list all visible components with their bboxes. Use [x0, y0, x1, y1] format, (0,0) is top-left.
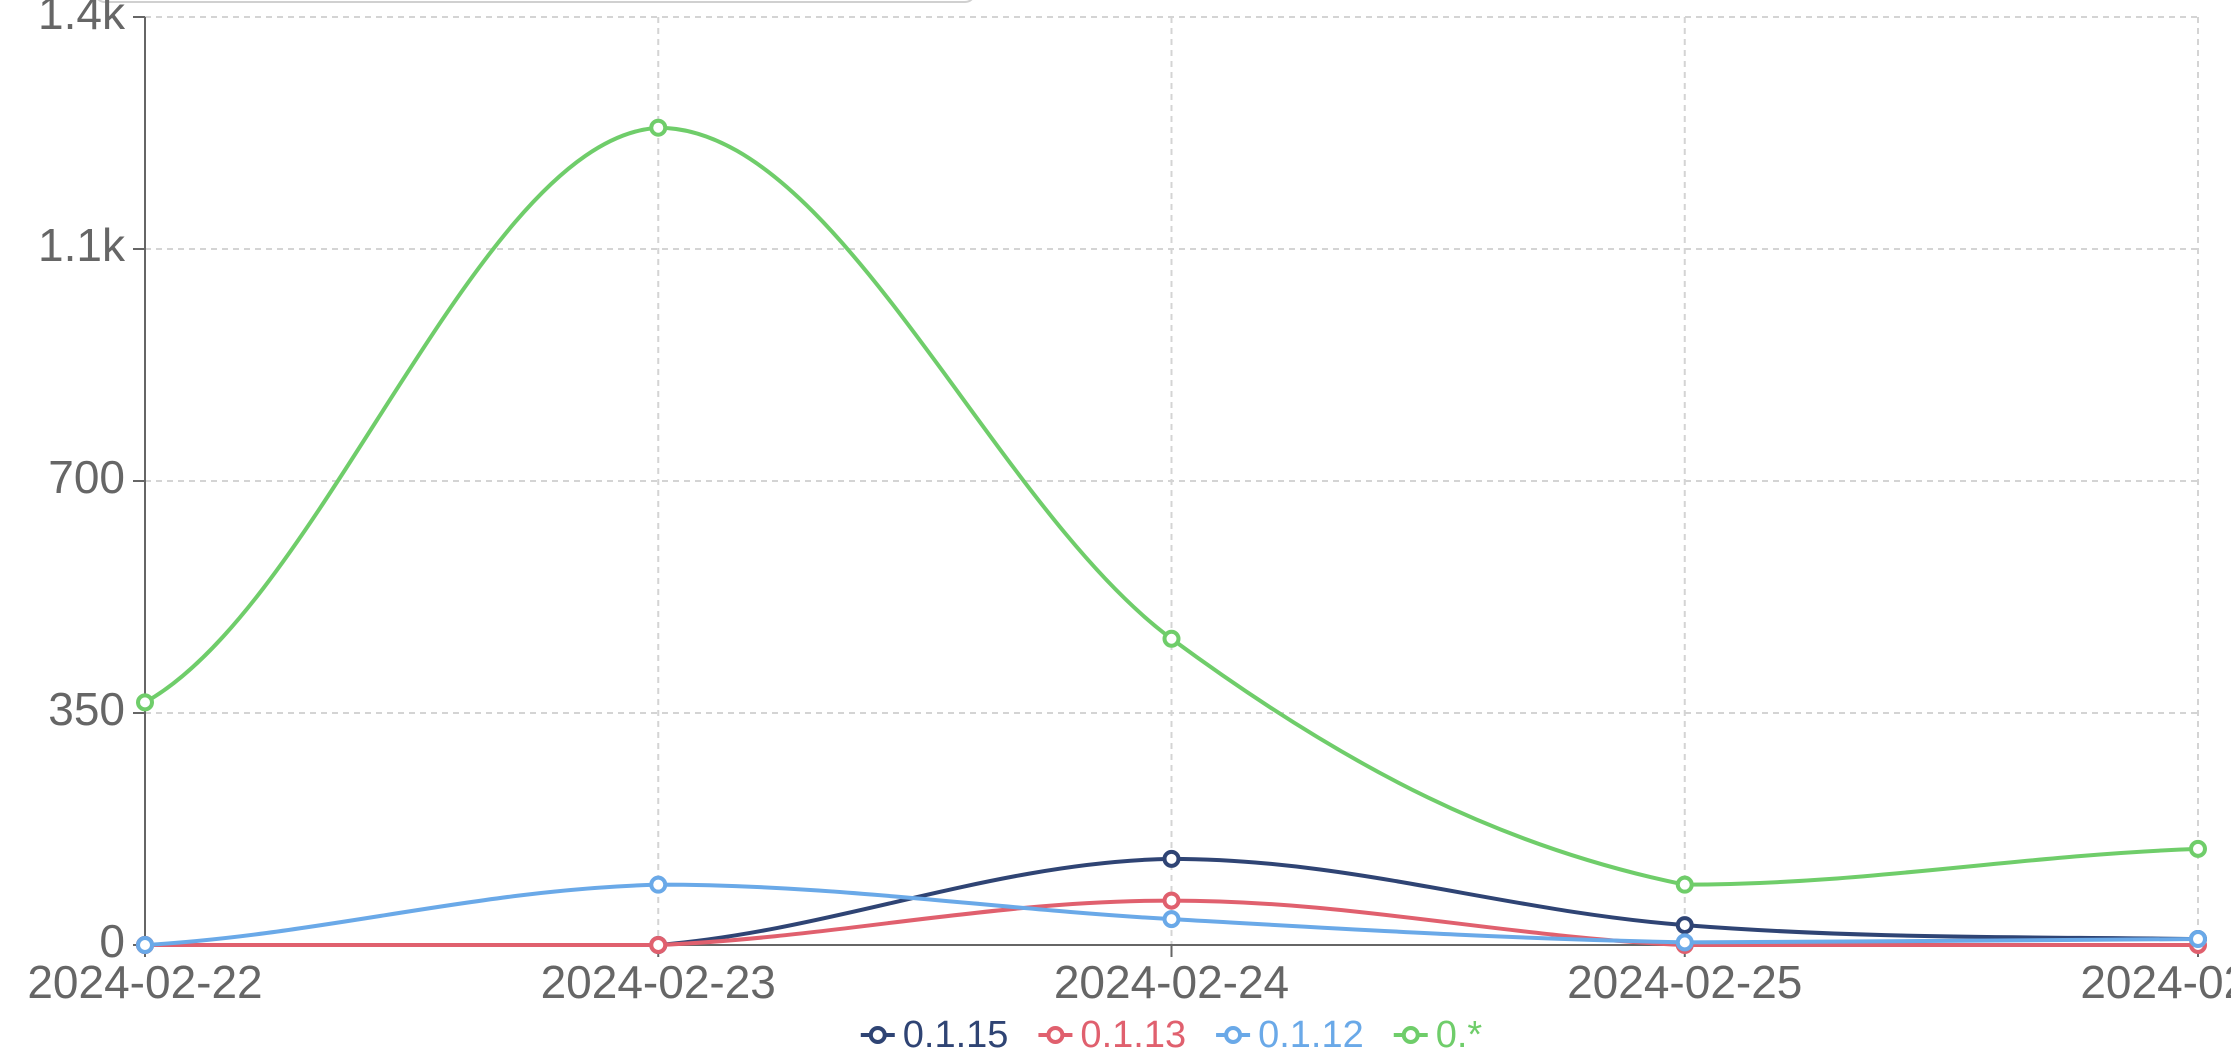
x-tick-label: 2024-02-23 — [541, 956, 776, 1008]
y-tick-label: 0 — [99, 915, 125, 967]
legend-icon — [1401, 1026, 1420, 1044]
legend-label: 0.1.12 — [1258, 1014, 1364, 1056]
point — [1162, 629, 1181, 648]
legend-label: 0.1.15 — [903, 1014, 1009, 1056]
point — [2189, 930, 2207, 949]
point — [649, 118, 668, 137]
point — [1162, 891, 1181, 910]
point — [649, 936, 668, 954]
y-tick-label: 350 — [48, 683, 125, 735]
series-line — [144, 125, 2199, 887]
tooltip-box — [97, 0, 973, 3]
y-tick-label: 700 — [48, 451, 125, 503]
point — [649, 875, 668, 894]
point — [2189, 839, 2207, 858]
legend-label: 0.* — [1436, 1014, 1483, 1056]
legend-label: 0.1.13 — [1080, 1014, 1186, 1056]
x-tick-label: 2024-02-22 — [27, 956, 262, 1008]
point — [1675, 875, 1694, 894]
legend-icon — [868, 1026, 887, 1044]
legend: 0.1.15 0.1.13 0.1.12 0.* — [860, 1014, 1483, 1056]
point — [136, 936, 154, 954]
x-tick-label: 2024-02-24 — [1054, 956, 1289, 1008]
x-tick-label: 2024-02-26 — [2080, 956, 2231, 1008]
point — [1162, 910, 1181, 929]
y-tick-label: 1.1k — [38, 219, 126, 271]
y-tick-label: 1.4k — [38, 0, 126, 39]
point — [1675, 933, 1694, 952]
point — [1675, 916, 1694, 935]
point — [136, 693, 154, 712]
legend-icon — [1046, 1026, 1065, 1044]
point — [1162, 849, 1181, 868]
x-tick-label: 2024-02-25 — [1567, 956, 1802, 1008]
legend-icon — [1224, 1026, 1243, 1044]
